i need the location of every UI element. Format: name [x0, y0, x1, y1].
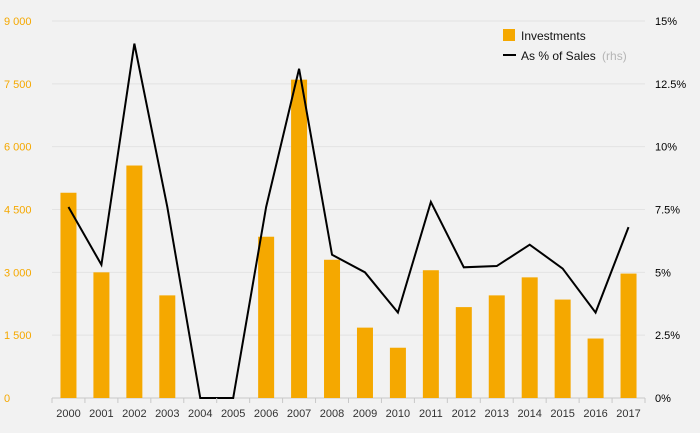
- y-right-tick-label: 0%: [655, 393, 671, 405]
- x-tick-label: 2004: [188, 408, 212, 420]
- bar: [587, 338, 604, 398]
- y-right-tick-label: 7.5%: [655, 205, 680, 217]
- x-tick-label: 2007: [287, 408, 311, 420]
- x-tick-label: 2003: [155, 408, 179, 420]
- x-axis: 2000 2001 2002 2003 2004 2005 2006 2007 2008 2009…: [51, 398, 646, 420]
- legend-note-rhs: (rhs): [602, 49, 627, 63]
- y-right-tick-label: 15%: [655, 16, 677, 28]
- bar: [422, 270, 439, 398]
- x-tick-label: 2001: [89, 408, 113, 420]
- bar: [159, 295, 176, 398]
- y-right-tick-label: 5%: [655, 267, 671, 279]
- x-tick-label: 2000: [56, 408, 80, 420]
- x-tick-label: 2009: [353, 408, 377, 420]
- y-axis-right: 0% 2.5% 5% 7.5% 10% 12.5% 15%: [655, 16, 686, 405]
- x-tick-label: 2013: [485, 408, 509, 420]
- x-tick-label: 2017: [616, 408, 640, 420]
- legend-label-investments: Investments: [521, 29, 586, 43]
- bar: [356, 327, 373, 398]
- x-tick-label: 2015: [550, 408, 574, 420]
- y-left-tick-label: 7 500: [4, 79, 32, 91]
- x-tick-label: 2012: [452, 408, 476, 420]
- x-tick-label: 2006: [254, 408, 278, 420]
- bar: [488, 295, 505, 398]
- x-tick-label: 2010: [386, 408, 410, 420]
- bar: [554, 299, 571, 398]
- y-axis-left: 0 1 500 3 000 4 500 6 000 7 500 9 000: [4, 16, 32, 405]
- y-right-tick-label: 10%: [655, 142, 677, 154]
- y-left-tick-label: 3 000: [4, 267, 32, 279]
- x-tick-label: 2016: [583, 408, 607, 420]
- gridlines: [52, 20, 645, 399]
- x-tick-label: 2005: [221, 408, 245, 420]
- x-tick-label: 2011: [419, 408, 443, 420]
- line-series-pct-sales: [67, 43, 630, 399]
- x-tick-label: 2002: [122, 408, 146, 420]
- bar: [521, 277, 538, 398]
- y-left-tick-label: 0: [4, 393, 10, 405]
- bar: [291, 79, 308, 399]
- y-left-tick-label: 6 000: [4, 142, 32, 154]
- bar: [258, 236, 275, 398]
- bar-series-investments: [60, 79, 637, 399]
- bar: [620, 273, 637, 398]
- bar: [455, 307, 472, 398]
- legend: Investments As % of Sales (rhs): [503, 29, 627, 63]
- y-left-tick-label: 4 500: [4, 205, 32, 217]
- y-right-tick-label: 12.5%: [655, 79, 686, 91]
- x-tick-label: 2008: [320, 408, 344, 420]
- bar: [389, 347, 406, 398]
- bar: [126, 165, 143, 398]
- bar: [60, 192, 77, 398]
- legend-label-pct-sales: As % of Sales (rhs): [521, 49, 627, 63]
- y-left-tick-label: 9 000: [4, 16, 32, 28]
- bar: [93, 272, 110, 398]
- series-line: [67, 43, 630, 399]
- x-tick-label: 2014: [517, 408, 541, 420]
- y-right-tick-label: 2.5%: [655, 330, 680, 342]
- y-left-tick-label: 1 500: [4, 330, 32, 342]
- bar: [324, 259, 341, 398]
- legend-swatch-investments: [503, 29, 515, 41]
